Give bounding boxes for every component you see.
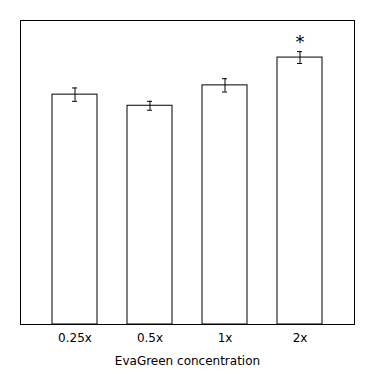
svg-text:EvaGreen concentration: EvaGreen concentration	[115, 354, 260, 368]
svg-text:1x: 1x	[218, 331, 233, 345]
svg-text:0.25x: 0.25x	[58, 331, 92, 345]
svg-text:2x: 2x	[293, 331, 308, 345]
svg-text:*: *	[296, 31, 305, 52]
svg-text:0.5x: 0.5x	[137, 331, 163, 345]
